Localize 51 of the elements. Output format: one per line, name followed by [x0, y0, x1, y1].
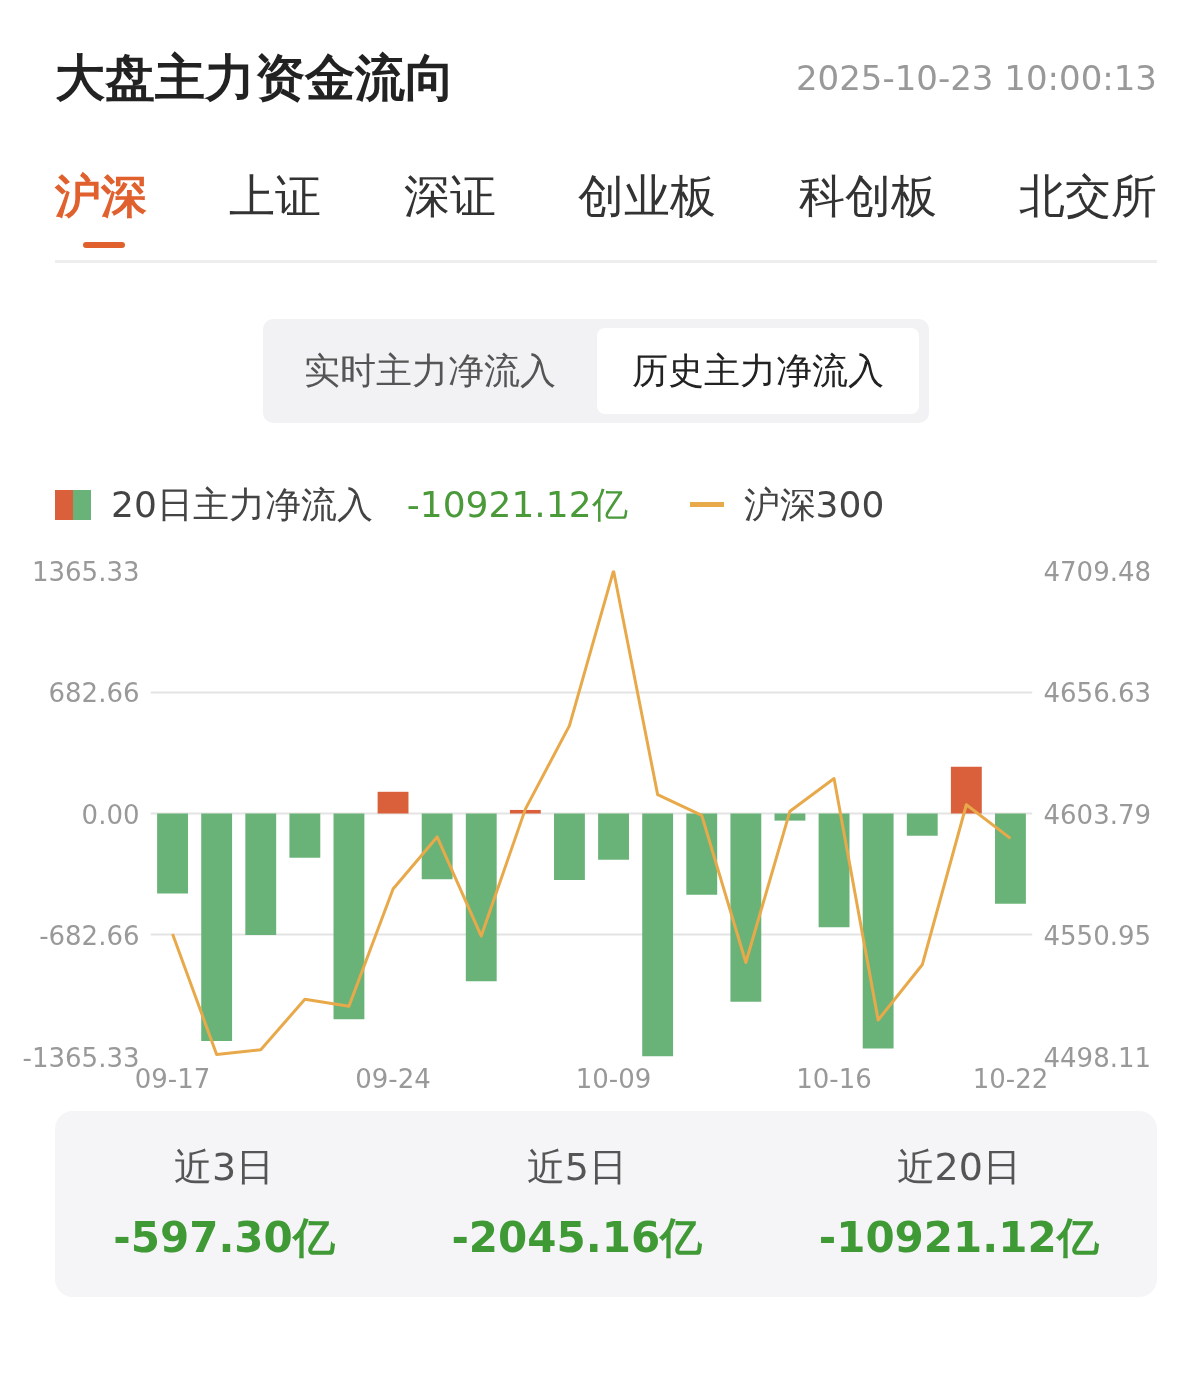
- bar: [950, 766, 982, 814]
- bar: [377, 791, 409, 814]
- text: 近20日: [895, 1143, 1022, 1191]
- bar: [686, 813, 718, 895]
- chart-title: 大盘主力资金流向: [55, 48, 455, 109]
- bar: [465, 813, 497, 982]
- y-tick-label: 682.66: [48, 678, 140, 708]
- x-tick-label: 10-16: [796, 1063, 872, 1094]
- bar: [818, 813, 850, 928]
- bar: [730, 813, 762, 1002]
- text: -10921.12亿: [406, 483, 628, 527]
- line-series: [171, 570, 1012, 1056]
- x-tick-label: 09-24: [355, 1063, 431, 1094]
- chart-subtitle: 2025-10-23 10:00:13: [795, 57, 1157, 101]
- text: 近5日: [525, 1143, 628, 1191]
- text: 北交所: [1018, 168, 1157, 226]
- bar: [289, 813, 321, 858]
- text: 实时主力净流入: [303, 349, 557, 394]
- bar: [201, 813, 233, 1041]
- bar: [333, 813, 365, 1020]
- bar: [862, 813, 894, 1049]
- text: -597.30亿: [113, 1212, 335, 1265]
- y2-tick-label: 4709.48: [1043, 556, 1152, 587]
- bar: [906, 813, 938, 836]
- text: 深证: [403, 168, 496, 226]
- text: -10921.12亿: [818, 1212, 1099, 1265]
- legend-label: 沪深300: [743, 483, 885, 527]
- bar: [157, 813, 188, 894]
- text: 历史主力净流入: [597, 328, 919, 415]
- text: 上证: [229, 168, 322, 226]
- text: 创业板: [578, 168, 717, 226]
- bar: [509, 809, 541, 814]
- text: 科创板: [798, 168, 937, 226]
- text: 沪深: [55, 168, 147, 226]
- y2-tick-label: 4550.95: [1043, 921, 1152, 952]
- bar: [421, 813, 453, 880]
- y2-tick-label: 4603.79: [1043, 799, 1152, 830]
- bar: [554, 813, 585, 881]
- y-tick-label: 0.00: [81, 799, 140, 830]
- bar: [245, 813, 277, 936]
- x-tick-label: 10-09: [575, 1063, 652, 1094]
- x-tick-label: 10-22: [972, 1063, 1049, 1094]
- text: -2045.16亿: [451, 1212, 703, 1265]
- y-tick-label: 1365.33: [31, 556, 140, 587]
- y2-tick-label: 4656.63: [1043, 678, 1152, 709]
- bar: [995, 813, 1026, 904]
- legend-label: 20日主力净流入: [111, 483, 373, 527]
- bar: [642, 813, 674, 1057]
- text: 近3日: [172, 1143, 276, 1191]
- bar: [598, 813, 629, 860]
- y-tick-label: -682.66: [39, 921, 140, 951]
